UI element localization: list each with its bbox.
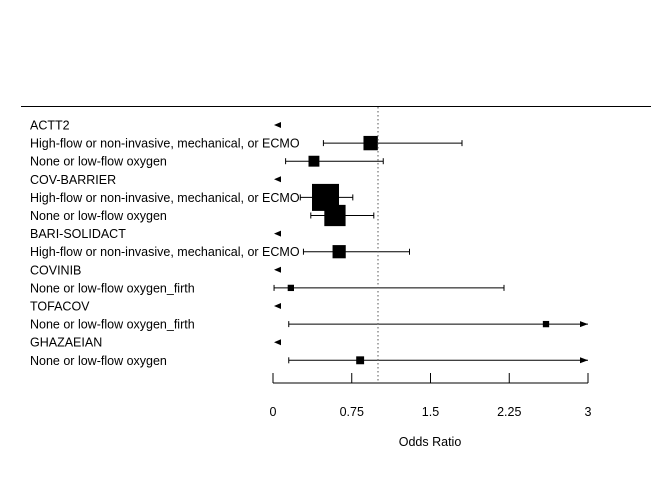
estimate-row: High-flow or non-invasive, mechanical, o…: [30, 245, 410, 259]
x-tick-label: 0: [270, 405, 277, 419]
subgroup-label: None or low-flow oxygen_firth: [30, 318, 195, 332]
study-label: BARI-SOLIDACT: [30, 227, 126, 241]
study-header-row: ACTT2: [30, 119, 281, 133]
study-header-row: GHAZAEIAN: [30, 336, 281, 350]
x-tick-label: 0.75: [340, 405, 364, 419]
header-marker: [274, 230, 281, 237]
estimate-row: None or low-flow oxygen: [30, 204, 375, 227]
x-tick-label: 3: [585, 405, 592, 419]
point-estimate: [363, 135, 378, 151]
estimate-row: None or low-flow oxygen: [30, 155, 384, 169]
estimate-row: None or low-flow oxygen_firth: [30, 318, 588, 332]
estimate-row: High-flow or non-invasive, mechanical, o…: [30, 135, 463, 151]
point-estimate: [324, 204, 346, 227]
subgroup-label: None or low-flow oxygen: [30, 155, 167, 169]
estimate-row: None or low-flow oxygen_firth: [30, 281, 505, 295]
x-tick-label: 1.5: [422, 405, 439, 419]
study-label: TOFACOV: [30, 300, 90, 314]
study-header-row: COV-BARRIER: [30, 173, 281, 187]
study-rows: ACTT2 High-flow or non-invasive, mechanic…: [30, 119, 588, 368]
header-marker: [274, 122, 281, 128]
study-label: GHAZAEIAN: [30, 336, 102, 350]
x-tick-label: 2.25: [497, 405, 521, 419]
subgroup-label: High-flow or non-invasive, mechanical, o…: [30, 245, 300, 259]
subgroup-label: None or low-flow oxygen: [30, 354, 167, 368]
ci-arrow: [580, 357, 588, 364]
x-axis: 0 0.75 1.5 2.25 3: [270, 373, 592, 419]
ci-arrow: [580, 321, 588, 328]
study-header-row: TOFACOV: [30, 300, 281, 314]
point-estimate: [332, 245, 346, 259]
header-marker: [274, 339, 281, 346]
header-marker: [274, 266, 281, 273]
header-marker: [274, 176, 281, 183]
study-label: ACTT2: [30, 119, 70, 133]
subgroup-label: High-flow or non-invasive, mechanical, o…: [30, 191, 300, 205]
point-estimate: [356, 356, 365, 365]
estimate-row: None or low-flow oxygen: [30, 354, 588, 368]
estimate-row: High-flow or non-invasive, mechanical, o…: [30, 183, 354, 211]
study-header-row: COVINIB: [30, 263, 281, 277]
subgroup-label: High-flow or non-invasive, mechanical, o…: [30, 137, 300, 151]
subgroup-label: None or low-flow oxygen_firth: [30, 281, 195, 295]
point-estimate: [542, 320, 550, 328]
header-marker: [274, 303, 281, 309]
study-label: COV-BARRIER: [30, 173, 116, 187]
point-estimate: [287, 284, 294, 292]
subgroup-label: None or low-flow oxygen: [30, 209, 167, 223]
study-header-row: BARI-SOLIDACT: [30, 227, 281, 241]
point-estimate: [308, 155, 320, 167]
study-label: COVINIB: [30, 263, 81, 277]
x-axis-label: Odds Ratio: [399, 435, 462, 449]
